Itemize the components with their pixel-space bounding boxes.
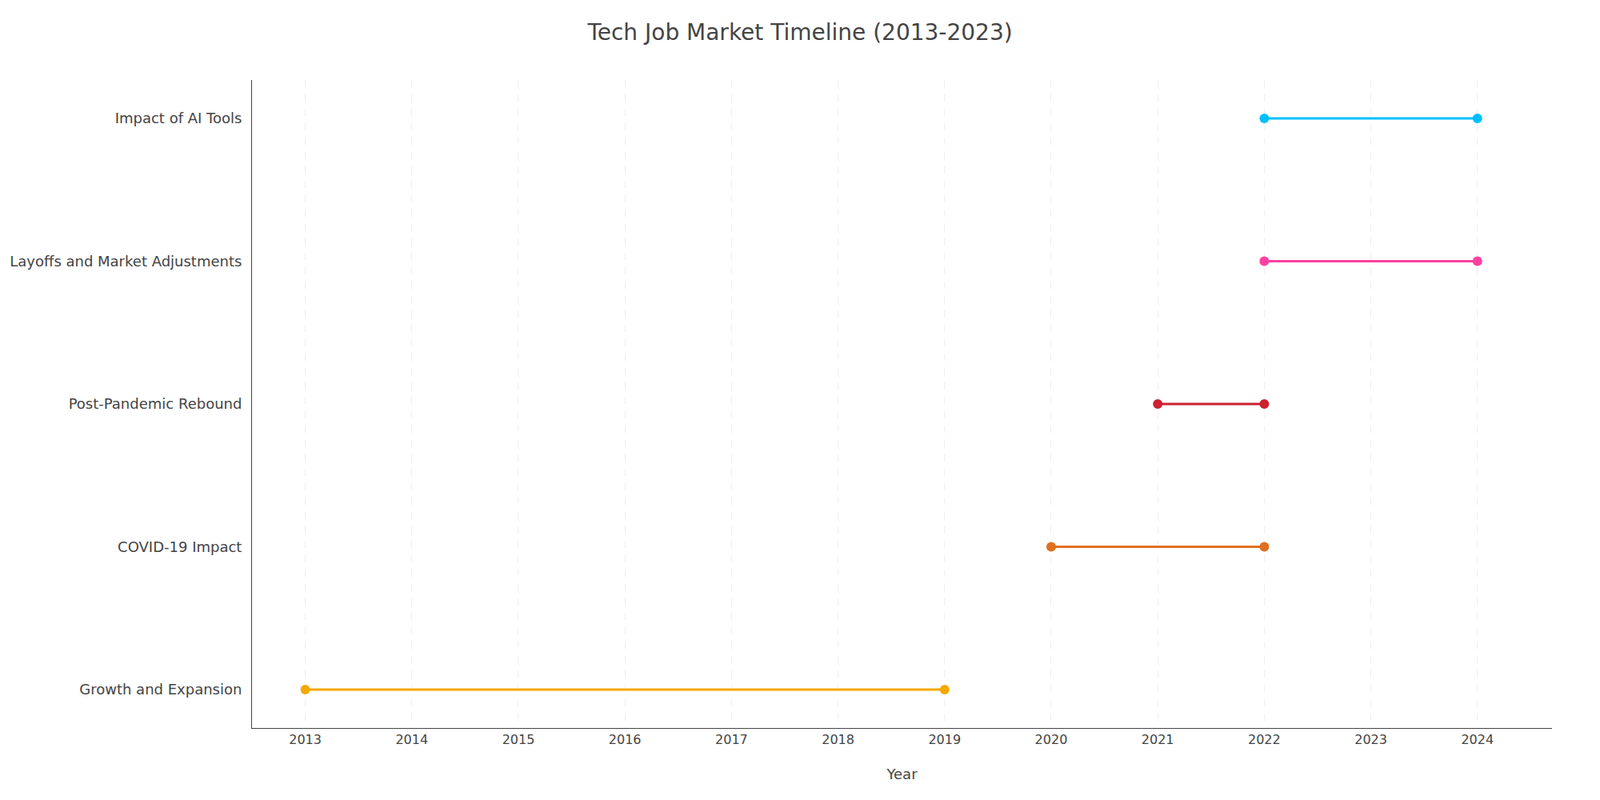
svg-text:2013: 2013	[288, 732, 322, 748]
svg-text:COVID-19 Impact: COVID-19 Impact	[117, 538, 242, 556]
svg-text:2024: 2024	[1460, 732, 1494, 748]
svg-text:2023: 2023	[1354, 732, 1388, 748]
svg-text:Growth and Expansion: Growth and Expansion	[79, 680, 242, 698]
svg-text:2019: 2019	[928, 732, 961, 748]
svg-text:2016: 2016	[608, 732, 642, 748]
svg-text:Layoffs and Market Adjustments: Layoffs and Market Adjustments	[9, 252, 242, 270]
svg-text:Post-Pandemic Rebound: Post-Pandemic Rebound	[68, 395, 243, 412]
svg-text:Impact of AI Tools: Impact of AI Tools	[115, 109, 243, 127]
svg-text:Year: Year	[885, 765, 918, 783]
svg-text:2020: 2020	[1035, 732, 1068, 748]
svg-text:2022: 2022	[1248, 732, 1281, 748]
svg-text:2017: 2017	[715, 732, 748, 748]
svg-text:2015: 2015	[502, 732, 536, 748]
svg-text:2014: 2014	[395, 732, 428, 748]
svg-text:2021: 2021	[1141, 732, 1175, 748]
svg-text:Tech Job Market Timeline (2013: Tech Job Market Timeline (2013-2023)	[586, 19, 1012, 46]
svg-text:2018: 2018	[821, 732, 855, 748]
